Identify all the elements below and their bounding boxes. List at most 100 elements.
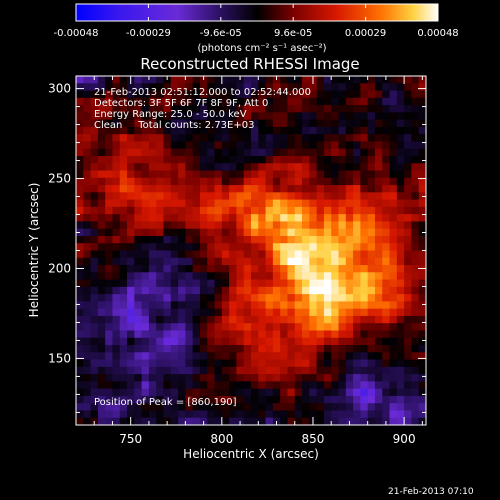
heatmap-cell — [280, 323, 288, 331]
heatmap-cell — [287, 134, 296, 142]
heatmap-cell — [192, 395, 201, 404]
heatmap-cell — [294, 265, 303, 273]
heatmap-cell — [127, 199, 135, 208]
heatmap-cell — [309, 395, 318, 404]
heatmap-cell — [141, 279, 150, 288]
heatmap-cell — [134, 352, 143, 360]
heatmap-cell — [374, 221, 383, 230]
heatmap-cell — [316, 359, 325, 368]
heatmap-cell — [251, 359, 259, 368]
heatmap-cell — [127, 337, 135, 346]
heatmap-cell — [236, 221, 245, 230]
heatmap-cell — [236, 170, 245, 179]
heatmap-cell — [396, 119, 405, 128]
heatmap-cell — [163, 272, 172, 280]
heatmap-cell — [185, 308, 194, 317]
heatmap-cell — [272, 163, 281, 171]
heatmap-cell — [382, 177, 390, 186]
heatmap-cell — [265, 315, 274, 324]
heatmap-cell — [170, 243, 179, 251]
heatmap-cell — [374, 286, 383, 295]
heatmap-cell — [229, 352, 237, 360]
heatmap-cell — [360, 395, 369, 404]
heatmap-cell — [178, 294, 186, 302]
heatmap-cell — [112, 221, 121, 230]
heatmap-cell — [338, 265, 347, 273]
heatmap-cell — [316, 250, 325, 259]
heatmap-cell — [148, 374, 157, 382]
heatmap-cell — [338, 206, 347, 215]
heatmap-cell — [229, 243, 237, 251]
heatmap-cell — [309, 301, 318, 310]
heatmap-cell — [134, 330, 143, 339]
heatmap-cell — [156, 366, 164, 375]
heatmap-cell — [221, 301, 230, 310]
heatmap-cell — [396, 366, 405, 375]
heatmap-cell — [396, 163, 405, 171]
heatmap-cell — [272, 308, 281, 317]
heatmap-cell — [294, 228, 303, 237]
heatmap-cell — [404, 163, 412, 171]
heatmap-cell — [396, 381, 405, 390]
heatmap-cell — [163, 90, 172, 99]
heatmap-cell — [119, 170, 128, 179]
heatmap-cell — [97, 374, 106, 382]
heatmap-cell — [83, 228, 91, 237]
peak-position-label: Position of Peak = [860,190] — [94, 397, 237, 408]
heatmap-cell — [418, 308, 427, 317]
heatmap-cell — [280, 381, 288, 390]
heatmap-cell — [156, 105, 164, 113]
heatmap-cell — [221, 352, 230, 360]
heatmap-cell — [221, 206, 230, 215]
heatmap-cell — [316, 337, 325, 346]
heatmap-cell — [119, 185, 128, 193]
heatmap-cell — [97, 330, 106, 339]
heatmap-cell — [382, 126, 390, 135]
heatmap-cell — [97, 105, 106, 113]
heatmap-cell — [316, 265, 325, 273]
heatmap-cell — [338, 163, 347, 171]
heatmap-cell — [105, 308, 113, 317]
heatmap-cell — [148, 410, 157, 419]
heatmap-cell — [207, 155, 215, 164]
heatmap-cell — [83, 272, 91, 280]
heatmap-cell — [309, 214, 318, 222]
heatmap-cell — [353, 366, 361, 375]
heatmap-cell — [309, 221, 318, 230]
heatmap-cell — [105, 185, 113, 193]
heatmap-cell — [127, 206, 135, 215]
heatmap-cell — [272, 323, 281, 331]
heatmap-cell — [97, 243, 106, 251]
heatmap-cell — [156, 119, 164, 128]
heatmap-cell — [236, 345, 245, 353]
heatmap-cell — [302, 272, 310, 280]
heatmap-cell — [316, 126, 325, 135]
heatmap-cell — [141, 352, 150, 360]
heatmap-cell — [272, 177, 281, 186]
heatmap-cell — [83, 294, 91, 302]
heatmap-cell — [345, 141, 354, 150]
heatmap-cell — [97, 228, 106, 237]
heatmap-cell — [105, 76, 113, 84]
heatmap-cell — [141, 410, 150, 419]
heatmap-cell — [170, 185, 179, 193]
heatmap-cell — [105, 257, 113, 266]
heatmap-cell — [185, 272, 194, 280]
heatmap-cell — [404, 76, 412, 84]
heatmap-cell — [178, 330, 186, 339]
heatmap-cell — [76, 214, 84, 222]
heatmap-cell — [345, 323, 354, 331]
heatmap-cell — [411, 315, 420, 324]
heatmap-cell — [214, 170, 223, 179]
heatmap-cell — [287, 265, 296, 273]
heatmap-cell — [76, 134, 84, 142]
heatmap-cell — [156, 257, 164, 266]
heatmap-cell — [302, 185, 310, 193]
heatmap-cell — [302, 265, 310, 273]
heatmap-cell — [243, 90, 252, 99]
heatmap-cell — [163, 185, 172, 193]
heatmap-cell — [389, 148, 398, 157]
heatmap-cell — [389, 330, 398, 339]
heatmap-cell — [345, 134, 354, 142]
heatmap-cell — [229, 134, 237, 142]
